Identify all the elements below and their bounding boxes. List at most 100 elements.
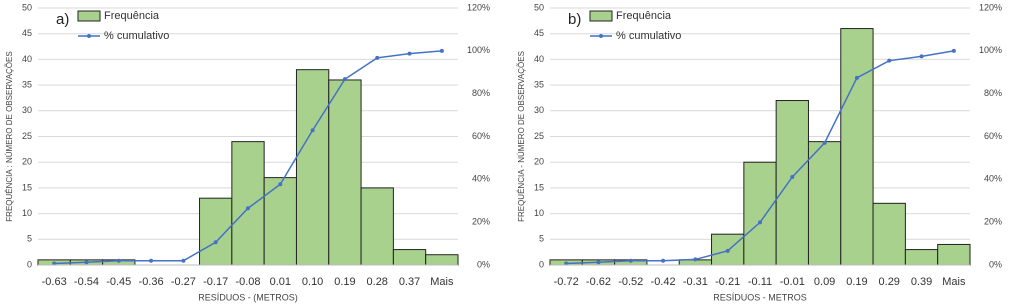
x-tick-label: 0.39	[911, 276, 932, 288]
y2-tick-label: 120%	[467, 2, 490, 12]
bar	[231, 141, 265, 266]
x-tick-label: -0.08	[235, 276, 260, 288]
y2-tick-label: 40%	[984, 174, 1002, 184]
x-tick-label: -0.72	[554, 276, 579, 288]
line-point	[887, 58, 892, 63]
y-tick-label: 0	[539, 259, 544, 269]
bar	[199, 197, 233, 266]
legend-label: % cumulativo	[104, 30, 169, 42]
y-tick-label: 45	[534, 28, 544, 38]
line-point	[919, 54, 924, 59]
line-point	[310, 128, 315, 133]
line-point	[439, 48, 444, 53]
line-point	[596, 260, 601, 265]
y-tick-label: 15	[534, 182, 544, 192]
line-point	[628, 258, 633, 263]
line-point	[149, 258, 154, 263]
line-point	[758, 220, 762, 225]
legend-point	[599, 34, 603, 38]
bar	[743, 161, 777, 266]
line-point	[822, 140, 827, 145]
x-tick-label: -0.17	[203, 276, 228, 288]
y2-tick-label: 60%	[472, 131, 490, 141]
legend-label: % cumulativo	[616, 30, 681, 42]
bar	[904, 249, 939, 266]
y-tick-label: 50	[22, 2, 32, 12]
line-point	[181, 258, 186, 263]
y2-tick-label: 40%	[472, 174, 490, 184]
x-tick-label: 0.28	[367, 276, 388, 288]
y2-tick-label: 80%	[472, 88, 490, 98]
line-point	[951, 48, 956, 53]
line-point	[278, 182, 283, 187]
x-tick-label: -0.42	[651, 276, 676, 288]
bar	[295, 69, 330, 266]
y2-tick-label: 120%	[979, 2, 1002, 12]
line-point	[790, 174, 795, 179]
y-tick-label: 5	[539, 234, 544, 244]
x-tick-label: -0.45	[106, 276, 131, 288]
y2-tick-label: 0%	[989, 259, 1002, 269]
x-tick-label: 0.01	[270, 276, 291, 288]
legend-swatch	[77, 10, 101, 22]
y2-tick-label: 100%	[979, 45, 1002, 55]
x-axis-title: RESÍDUOS - METROS	[713, 292, 807, 302]
x-tick-label: -0.54	[74, 276, 99, 288]
legend-label: Frequência	[616, 10, 672, 22]
line-point	[661, 258, 666, 263]
y-tick-label: 5	[27, 234, 32, 244]
bar	[937, 243, 971, 266]
line-point	[246, 206, 250, 211]
panel-label: a)	[56, 11, 69, 28]
line-point	[213, 240, 218, 245]
y-tick-label: 30	[534, 105, 544, 115]
line-point	[854, 75, 859, 80]
x-tick-label: -0.52	[618, 276, 643, 288]
line-point	[116, 258, 121, 263]
panel-label: b)	[568, 11, 581, 28]
bar	[807, 141, 842, 266]
line-point	[84, 260, 89, 265]
y-tick-label: 25	[534, 131, 544, 141]
y2-tick-label: 80%	[984, 88, 1002, 98]
y-tick-label: 20	[22, 157, 32, 167]
x-tick-label: -0.62	[586, 276, 611, 288]
y-tick-label: 15	[22, 182, 32, 192]
bar	[392, 249, 427, 266]
legend-swatch	[589, 10, 613, 22]
x-tick-label: -0.21	[715, 276, 740, 288]
x-tick-label: -0.31	[683, 276, 708, 288]
bar	[328, 79, 362, 266]
line-point	[693, 257, 698, 262]
line-point	[725, 248, 730, 253]
x-tick-label: -0.63	[42, 276, 67, 288]
x-tick-label: -0.01	[780, 276, 805, 288]
y-tick-label: 35	[534, 79, 544, 89]
legend-point	[87, 34, 91, 38]
bar	[872, 202, 906, 266]
x-tick-label: 0.37	[399, 276, 420, 288]
y2-tick-label: 100%	[467, 45, 490, 55]
x-axis-title: RESÍDUOS - (METROS)	[198, 292, 298, 302]
legend-label: Frequência	[104, 10, 160, 22]
bar	[360, 187, 394, 266]
x-tick-label: 0.09	[814, 276, 835, 288]
y-axis-title: FREQUÊNCIA : NÚMERO DE OBSERVAÇÕES	[5, 51, 14, 221]
bar	[775, 100, 809, 266]
x-tick-label: 0.29	[879, 276, 900, 288]
bar	[263, 177, 297, 266]
y-tick-label: 40	[22, 54, 32, 64]
x-tick-label: -0.27	[171, 276, 196, 288]
y2-tick-label: 60%	[984, 131, 1002, 141]
y-tick-label: 45	[22, 28, 32, 38]
y-tick-label: 20	[534, 157, 544, 167]
y-tick-label: 10	[534, 208, 544, 218]
y-tick-label: 10	[22, 208, 32, 218]
y-axis-title: FREQUÊNCIA - NÚMERO DE OBSERVAÇÕES	[517, 51, 526, 222]
x-tick-label: 0.10	[302, 276, 323, 288]
bar	[840, 28, 874, 266]
line-point	[407, 51, 412, 56]
y-tick-label: 0	[27, 259, 32, 269]
y2-tick-label: 20%	[472, 217, 490, 227]
